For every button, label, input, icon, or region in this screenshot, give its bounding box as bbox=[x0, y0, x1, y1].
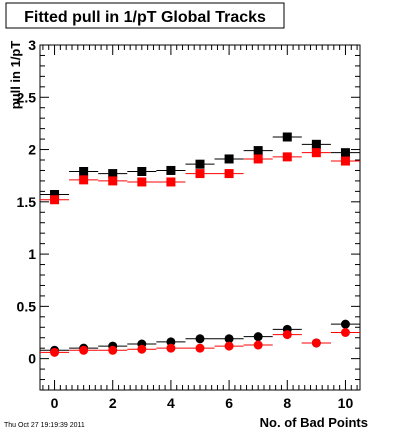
title-frame bbox=[5, 2, 285, 29]
series-1-marker bbox=[224, 169, 234, 179]
series-1-marker bbox=[50, 195, 60, 205]
series-3-marker bbox=[224, 341, 234, 351]
series-3-marker bbox=[166, 343, 176, 353]
y-tick-label: 0.5 bbox=[17, 298, 37, 314]
y-tick-label: 1 bbox=[28, 246, 36, 262]
series-3-marker bbox=[79, 345, 89, 355]
series-3-marker bbox=[50, 347, 60, 357]
series-0-marker bbox=[50, 190, 60, 199]
series-3-marker bbox=[253, 340, 263, 350]
data-points bbox=[40, 132, 360, 357]
x-tick-label: 6 bbox=[225, 395, 233, 411]
series-0-marker bbox=[79, 167, 89, 176]
x-axis-label: No. of Bad Points bbox=[260, 415, 368, 430]
series-0-marker bbox=[253, 146, 263, 156]
x-tick-label: 0 bbox=[51, 395, 59, 411]
series-0-marker bbox=[224, 154, 234, 164]
series-2-marker bbox=[340, 319, 350, 329]
x-tick-label: 4 bbox=[167, 395, 175, 411]
series-1-marker bbox=[137, 177, 147, 187]
x-tick-label: 10 bbox=[338, 395, 354, 411]
series-3-marker bbox=[311, 338, 321, 348]
series-1-marker bbox=[340, 156, 350, 166]
series-3-marker bbox=[340, 328, 350, 337]
series-0-marker bbox=[340, 148, 350, 158]
series-0-marker bbox=[166, 165, 176, 175]
timestamp-label: Thu Oct 27 19:19:39 2011 bbox=[4, 422, 85, 429]
y-tick-label: 2.5 bbox=[17, 89, 37, 105]
series-1-marker bbox=[166, 177, 176, 187]
chart-title: Fitted pull in 1/pT Global Tracks bbox=[24, 9, 266, 26]
series-1-marker bbox=[79, 175, 89, 185]
y-tick-label: 0 bbox=[28, 351, 36, 367]
x-tick-label: 8 bbox=[283, 395, 291, 411]
series-2-marker bbox=[253, 332, 263, 342]
series-1-marker bbox=[108, 176, 118, 186]
y-axis-label: pull in 1/pT bbox=[8, 41, 23, 110]
series-0-marker bbox=[108, 169, 118, 179]
series-2-marker bbox=[195, 334, 205, 344]
series-2-marker bbox=[166, 337, 176, 347]
series-0-marker bbox=[282, 132, 292, 142]
series-3-marker bbox=[195, 343, 205, 353]
series-0-marker bbox=[137, 167, 147, 176]
series-1-marker bbox=[282, 152, 292, 162]
series-1-marker bbox=[311, 148, 321, 158]
y-tick-label: 2 bbox=[28, 142, 36, 158]
series-0-marker bbox=[195, 159, 205, 169]
series-1-marker bbox=[195, 169, 205, 179]
title-box: Fitted pull in 1/pT Global Tracks bbox=[5, 2, 285, 29]
x-tick-label: 2 bbox=[109, 395, 117, 411]
series-1-marker bbox=[253, 154, 263, 164]
series-3-marker bbox=[108, 345, 118, 355]
y-tick-label: 1.5 bbox=[17, 194, 37, 210]
series-3-marker bbox=[137, 344, 147, 354]
series-2-marker bbox=[224, 334, 234, 344]
y-tick-label: 3 bbox=[28, 37, 36, 53]
axis-ticks: 0 0.5 1 1.5 2 2.5 3 0 2 4 6 8 10 bbox=[17, 37, 360, 411]
series-3-marker bbox=[282, 330, 292, 340]
series-0-marker bbox=[311, 139, 321, 149]
